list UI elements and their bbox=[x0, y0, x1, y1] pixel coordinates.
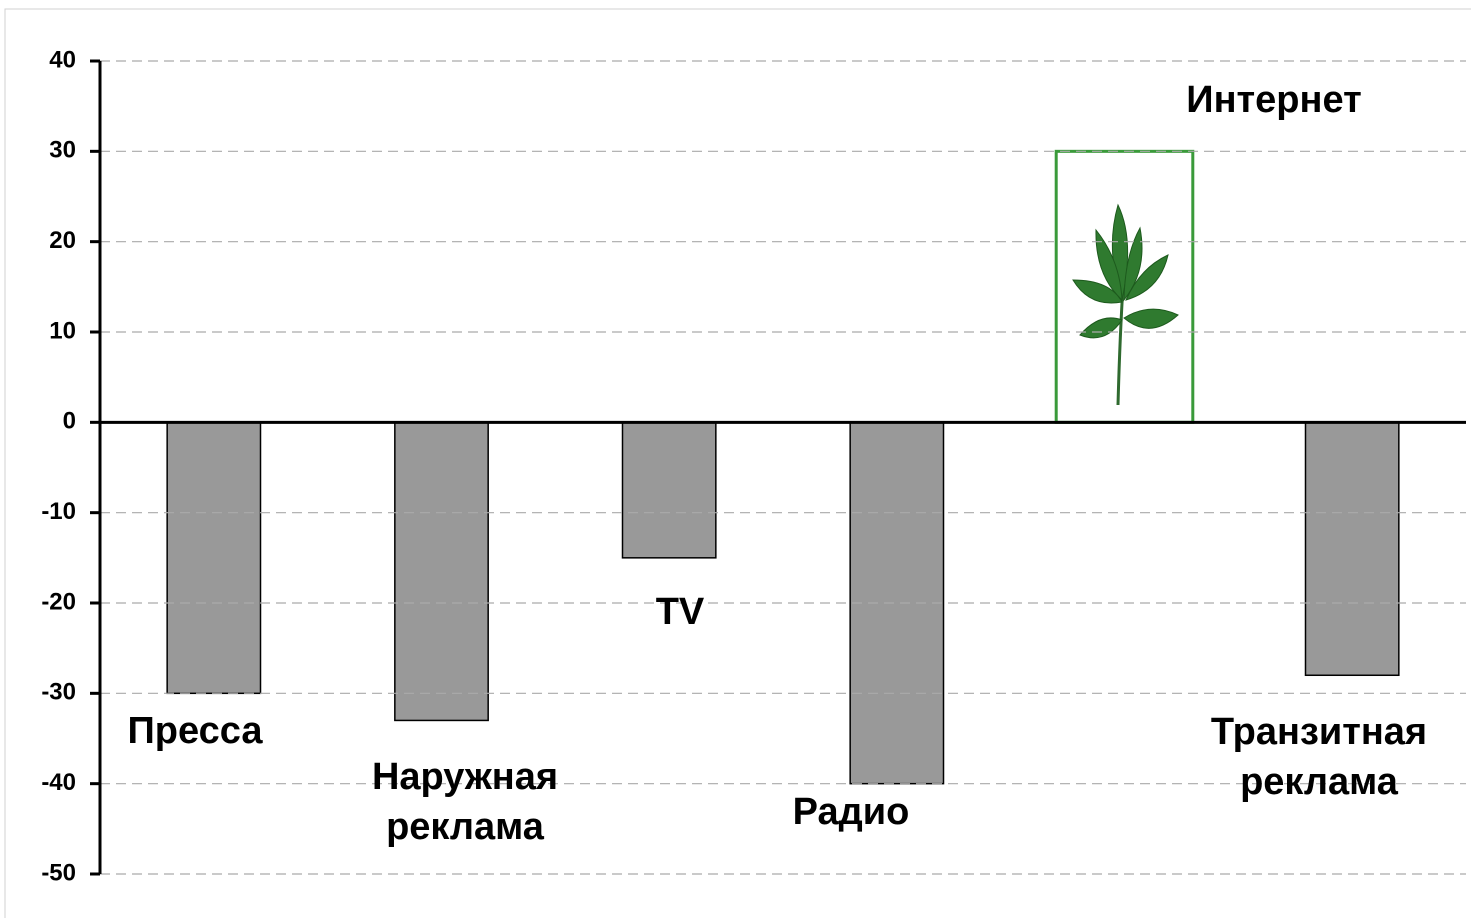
y-tick-label: -20 bbox=[41, 588, 76, 615]
y-tick-label: -40 bbox=[41, 769, 76, 796]
y-tick-label: -50 bbox=[41, 859, 76, 886]
y-tick-label: 30 bbox=[49, 137, 76, 164]
page: -50 -40 -30 -20 -10 0 10 20 30 40 ПрессаНаружная … bbox=[0, 0, 1471, 918]
bar bbox=[167, 422, 260, 693]
bar bbox=[1305, 422, 1398, 675]
y-tick-label: -30 bbox=[41, 679, 76, 706]
y-tick-label: 0 bbox=[63, 408, 76, 435]
bar bbox=[850, 422, 943, 783]
category-label: TV bbox=[580, 587, 780, 637]
category-label: Интернет bbox=[1124, 75, 1424, 125]
bar bbox=[622, 422, 715, 558]
category-label: Транзитная реклама bbox=[1189, 707, 1449, 807]
y-tick-label: 10 bbox=[49, 317, 76, 344]
category-label: Наружная реклама bbox=[345, 752, 585, 852]
y-tick-label: -10 bbox=[41, 498, 76, 525]
y-tick-label: 40 bbox=[49, 46, 76, 73]
bar bbox=[395, 422, 488, 720]
y-tick-label: 20 bbox=[49, 227, 76, 254]
category-label: Радио bbox=[726, 787, 976, 837]
category-label: Пресса bbox=[45, 706, 345, 756]
